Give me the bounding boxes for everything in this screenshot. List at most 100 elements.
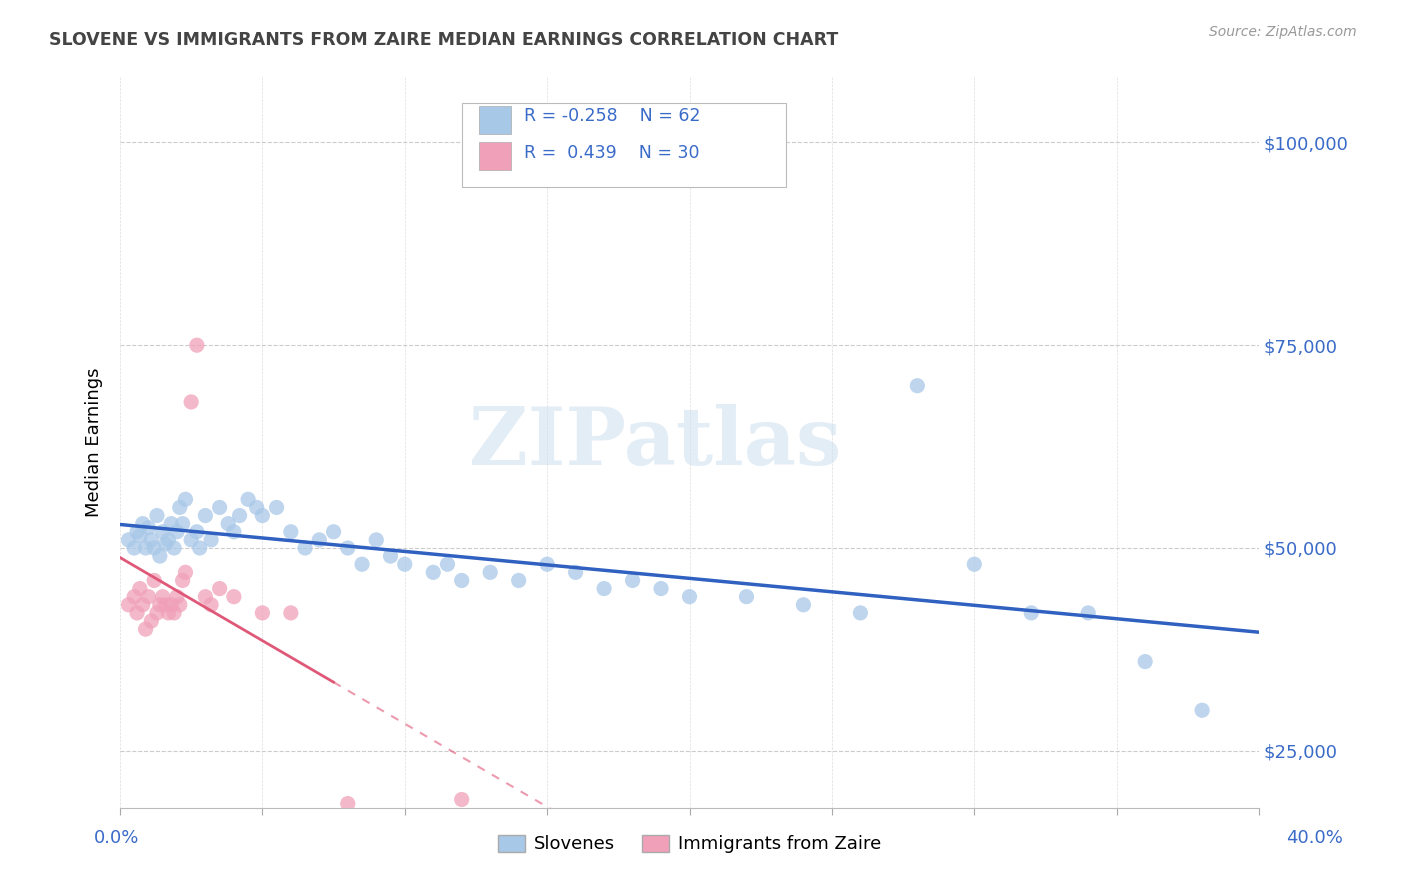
Point [117, 533, 139, 547]
Point [160, 598, 183, 612]
Point [146, 508, 169, 523]
Point [380, 549, 402, 563]
Point [208, 582, 231, 596]
Point [266, 500, 288, 515]
Point [180, 395, 202, 409]
Point [152, 524, 174, 539]
Point [849, 606, 872, 620]
Point [200, 598, 222, 612]
FancyBboxPatch shape [461, 103, 786, 187]
Point [905, 378, 928, 392]
FancyBboxPatch shape [479, 143, 510, 170]
Point [122, 541, 145, 555]
Point [163, 541, 186, 555]
Point [294, 541, 316, 555]
Point [436, 558, 458, 572]
Point [132, 598, 155, 612]
Point [135, 622, 157, 636]
Text: R =  0.439    N = 30: R = 0.439 N = 30 [524, 144, 700, 161]
Point [143, 541, 166, 555]
Point [166, 590, 188, 604]
Point [322, 524, 344, 539]
Point [141, 533, 163, 547]
Text: SLOVENE VS IMMIGRANTS FROM ZAIRE MEDIAN EARNINGS CORRELATION CHART: SLOVENE VS IMMIGRANTS FROM ZAIRE MEDIAN … [49, 31, 838, 49]
FancyBboxPatch shape [479, 106, 510, 134]
Point [160, 516, 183, 531]
Point [125, 524, 148, 539]
Point [186, 338, 208, 352]
Point [172, 516, 194, 531]
Point [564, 566, 586, 580]
Point [200, 533, 222, 547]
Point [1133, 655, 1156, 669]
Point [735, 590, 758, 604]
Point [280, 606, 302, 620]
Point [143, 574, 166, 588]
Point [174, 566, 197, 580]
Point [963, 558, 986, 572]
Point [336, 541, 359, 555]
Point [169, 598, 191, 612]
Point [450, 792, 472, 806]
Point [236, 492, 259, 507]
Point [350, 558, 373, 572]
Point [163, 606, 186, 620]
Point [138, 521, 160, 535]
Point [155, 598, 177, 612]
Point [479, 566, 502, 580]
Point [1191, 703, 1213, 717]
Point [146, 606, 169, 620]
Point [450, 574, 472, 588]
Point [157, 533, 180, 547]
Point [188, 541, 211, 555]
Point [125, 606, 148, 620]
Point [308, 533, 330, 547]
Text: 40.0%: 40.0% [1286, 830, 1343, 847]
Point [792, 598, 814, 612]
Point [508, 574, 530, 588]
Point [593, 582, 616, 596]
Point [336, 797, 359, 811]
Point [217, 516, 239, 531]
Point [222, 590, 245, 604]
Point [155, 537, 177, 551]
Point [138, 590, 160, 604]
Point [1019, 606, 1042, 620]
Point [129, 529, 152, 543]
Point [650, 582, 672, 596]
Point [149, 549, 172, 563]
Text: Source: ZipAtlas.com: Source: ZipAtlas.com [1209, 25, 1357, 39]
Point [166, 524, 188, 539]
Point [129, 582, 152, 596]
Point [678, 590, 700, 604]
Point [122, 590, 145, 604]
Legend: Slovenes, Immigrants from Zaire: Slovenes, Immigrants from Zaire [491, 828, 889, 861]
Point [394, 558, 416, 572]
Point [141, 614, 163, 628]
Point [117, 598, 139, 612]
Point [169, 500, 191, 515]
Point [366, 533, 388, 547]
Point [152, 590, 174, 604]
Point [252, 508, 274, 523]
Point [180, 533, 202, 547]
Point [157, 606, 180, 620]
Point [228, 508, 250, 523]
Point [536, 558, 558, 572]
Y-axis label: Median Earnings: Median Earnings [86, 368, 103, 517]
Point [621, 574, 644, 588]
Point [194, 590, 217, 604]
Point [186, 524, 208, 539]
Point [1077, 606, 1099, 620]
Point [246, 500, 269, 515]
Text: 0.0%: 0.0% [94, 830, 139, 847]
Text: R = -0.258    N = 62: R = -0.258 N = 62 [524, 107, 700, 125]
Point [280, 524, 302, 539]
Point [208, 500, 231, 515]
Point [135, 541, 157, 555]
Point [172, 574, 194, 588]
Point [422, 566, 444, 580]
Point [174, 492, 197, 507]
Point [132, 516, 155, 531]
Point [194, 508, 217, 523]
